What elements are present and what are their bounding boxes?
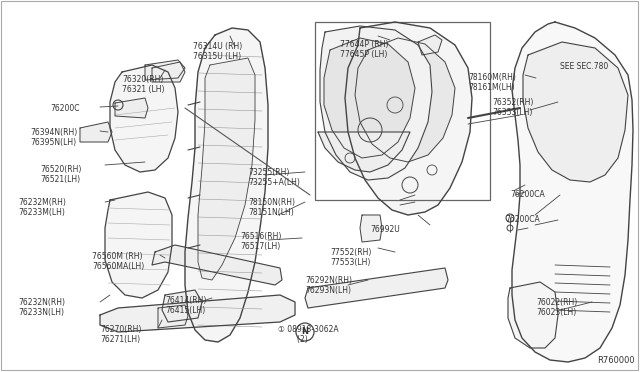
- Text: 76270(RH)
76271(LH): 76270(RH) 76271(LH): [100, 325, 141, 344]
- Polygon shape: [105, 192, 172, 298]
- Text: 77644P (RH)
77645P (LH): 77644P (RH) 77645P (LH): [340, 40, 388, 60]
- Polygon shape: [305, 268, 448, 308]
- Polygon shape: [512, 22, 633, 362]
- Text: 76992U: 76992U: [370, 225, 400, 234]
- Polygon shape: [360, 215, 382, 242]
- Text: 76200C: 76200C: [50, 104, 79, 113]
- Text: 76292N(RH)
76293N(LH): 76292N(RH) 76293N(LH): [305, 276, 352, 295]
- Text: 76352(RH)
76353(LH): 76352(RH) 76353(LH): [492, 98, 533, 118]
- Text: 76520(RH)
76521(LH): 76520(RH) 76521(LH): [40, 165, 81, 185]
- Polygon shape: [115, 98, 148, 118]
- Text: 76232M(RH)
76233M(LH): 76232M(RH) 76233M(LH): [18, 198, 66, 217]
- Text: ① 08918-3062A
        (2): ① 08918-3062A (2): [278, 325, 339, 344]
- Text: 76314U (RH)
76315U (LH): 76314U (RH) 76315U (LH): [193, 42, 243, 61]
- Polygon shape: [198, 58, 255, 280]
- Text: 76320(RH)
76321 (LH): 76320(RH) 76321 (LH): [122, 75, 164, 94]
- Polygon shape: [324, 38, 415, 158]
- Text: 76516(RH)
76517(LH): 76516(RH) 76517(LH): [240, 232, 282, 251]
- Polygon shape: [145, 60, 185, 80]
- Polygon shape: [318, 132, 410, 172]
- Polygon shape: [345, 22, 472, 215]
- Polygon shape: [162, 290, 202, 322]
- Polygon shape: [152, 62, 185, 82]
- Text: 76022(RH)
76023(LH): 76022(RH) 76023(LH): [536, 298, 577, 317]
- Polygon shape: [320, 26, 432, 180]
- Text: 76200CA: 76200CA: [505, 215, 540, 224]
- Text: 76200CA: 76200CA: [510, 190, 545, 199]
- Text: 76232N(RH)
76233N(LH): 76232N(RH) 76233N(LH): [18, 298, 65, 317]
- Polygon shape: [508, 282, 558, 348]
- Text: 73255(RH)
73255+A(LH): 73255(RH) 73255+A(LH): [248, 168, 300, 187]
- Text: 78160M(RH)
78161M(LH): 78160M(RH) 78161M(LH): [468, 73, 516, 92]
- Text: 78150N(RH)
78151N(LH): 78150N(RH) 78151N(LH): [248, 198, 295, 217]
- Text: 76394N(RH)
76395N(LH): 76394N(RH) 76395N(LH): [30, 128, 77, 147]
- Polygon shape: [80, 122, 112, 142]
- Polygon shape: [523, 42, 628, 182]
- Polygon shape: [158, 305, 188, 328]
- Polygon shape: [355, 38, 455, 162]
- Polygon shape: [418, 35, 442, 55]
- Polygon shape: [100, 295, 295, 332]
- Text: 77552(RH)
77553(LH): 77552(RH) 77553(LH): [330, 248, 371, 267]
- Polygon shape: [110, 65, 178, 172]
- Polygon shape: [185, 28, 268, 342]
- Text: 76414(RH)
76415(LH): 76414(RH) 76415(LH): [165, 296, 206, 315]
- Text: N: N: [301, 327, 308, 337]
- Text: SEE SEC.780: SEE SEC.780: [560, 62, 608, 71]
- Polygon shape: [152, 245, 282, 285]
- Text: 76560M (RH)
76560MA(LH): 76560M (RH) 76560MA(LH): [92, 252, 144, 272]
- Text: R760000: R760000: [597, 356, 635, 365]
